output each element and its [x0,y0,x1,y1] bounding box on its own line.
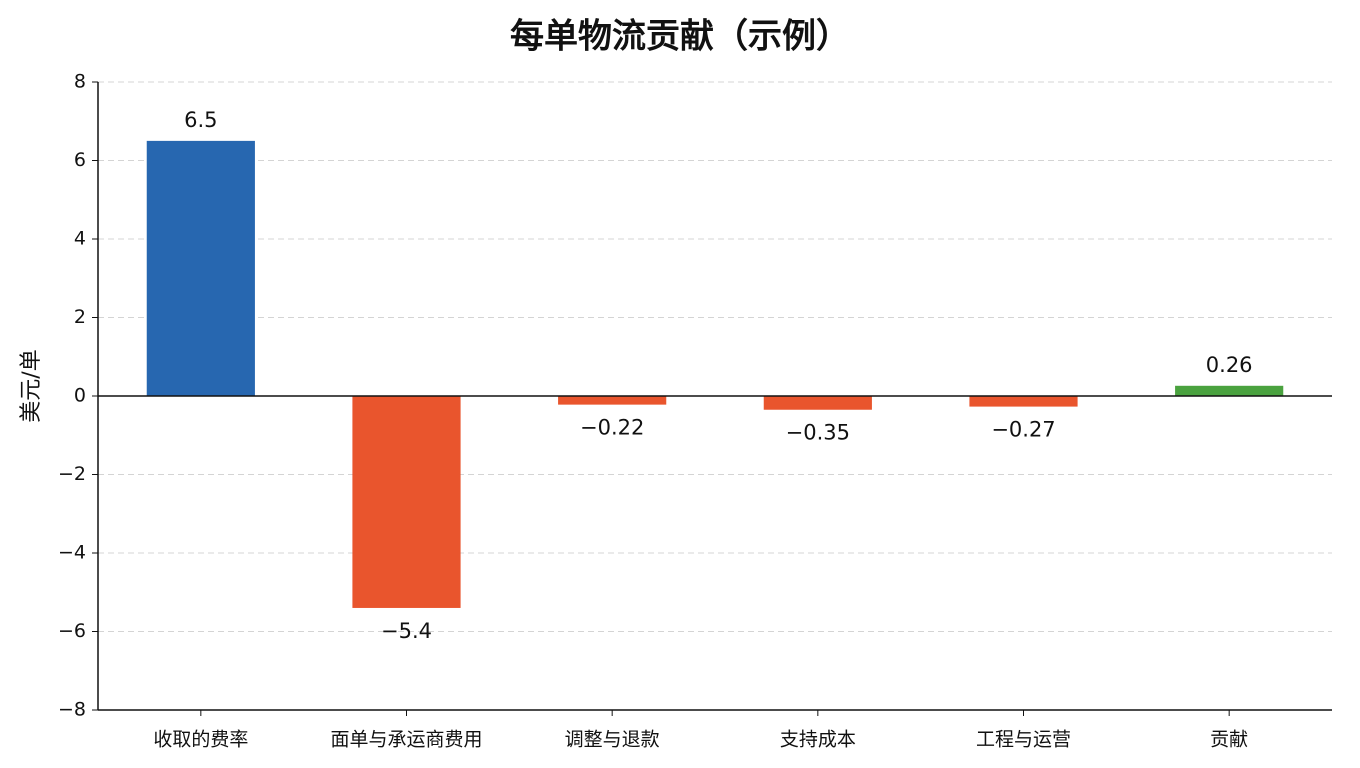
bar [558,396,667,405]
bar [352,396,461,608]
y-tick-label: 2 [74,306,86,328]
value-label: −5.4 [381,619,432,643]
y-tick-label: 4 [74,228,86,250]
chart-title: 每单物流贡献（示例） [510,17,850,57]
value-label: 0.26 [1206,353,1253,377]
x-tick-label: 支持成本 [780,729,856,751]
x-tick-label: 贡献 [1210,729,1248,751]
bar [969,396,1078,407]
x-tick-label: 调整与退款 [565,729,660,751]
bar [146,140,255,396]
y-axis-label: 美元/单 [19,349,44,422]
x-tick-label: 面单与承运商费用 [330,729,482,751]
y-tick-label: 0 [74,385,86,407]
y-tick-label: −8 [58,699,86,721]
y-tick-label: 6 [74,149,86,171]
y-tick-label: 8 [74,71,86,93]
x-tick-label: 收取的费率 [153,729,248,751]
y-tick-label: −2 [58,463,86,485]
x-tick-label: 工程与运营 [976,729,1071,751]
y-tick-label: −4 [58,542,86,564]
value-label: −0.27 [991,418,1055,442]
value-label: −0.22 [580,416,644,440]
y-tick-label: −6 [58,620,86,642]
value-label: −0.35 [786,421,850,445]
bar [1175,385,1284,396]
value-label: 6.5 [184,108,217,132]
bar [763,396,872,410]
